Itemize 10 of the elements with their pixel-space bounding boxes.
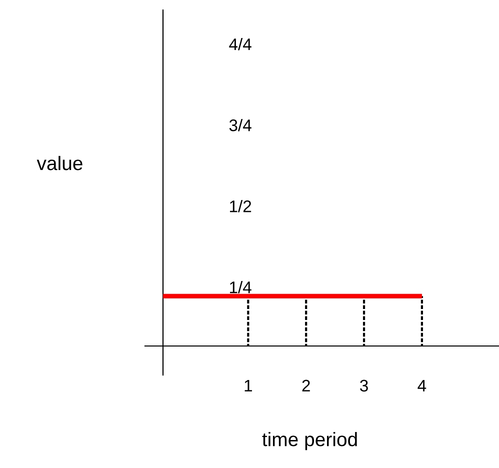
y-tick-label: 1/2 (230, 200, 252, 212)
y-axis-title: value (36, 156, 82, 170)
y-tick-label: 4/4 (229, 38, 252, 50)
x-axis-title: time period (262, 432, 357, 450)
x-tick-label: 2 (302, 380, 310, 392)
x-tick-label: 1 (244, 380, 252, 392)
x-tick-label: 3 (360, 380, 368, 392)
x-tick-label: 4 (418, 380, 426, 392)
y-tick-label: 1/4 (230, 280, 252, 294)
y-tick-label: 3/4 (229, 118, 252, 132)
